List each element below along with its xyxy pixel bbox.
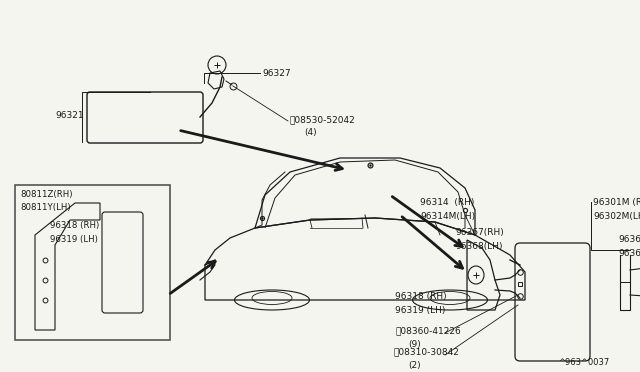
Text: 96318 (RH): 96318 (RH) <box>50 221 99 230</box>
Text: 96314M(LH): 96314M(LH) <box>420 212 475 221</box>
Text: 96366M(LH): 96366M(LH) <box>618 249 640 258</box>
Text: 96302M(LH): 96302M(LH) <box>593 212 640 221</box>
Text: (4): (4) <box>304 128 317 137</box>
Text: Ⓝ08530-52042: Ⓝ08530-52042 <box>290 115 356 124</box>
Text: 96327: 96327 <box>262 69 291 78</box>
Text: 96319 (LH): 96319 (LH) <box>395 306 445 315</box>
Text: 80811Y(LH): 80811Y(LH) <box>20 203 70 212</box>
Text: 96314  (RH): 96314 (RH) <box>420 198 474 207</box>
Text: 96301M (RH): 96301M (RH) <box>593 198 640 207</box>
Text: ^963^0037: ^963^0037 <box>558 358 609 367</box>
Bar <box>15 185 170 340</box>
Text: Ⓝ08310-30842: Ⓝ08310-30842 <box>393 347 459 356</box>
Text: 96365M(RH): 96365M(RH) <box>618 235 640 244</box>
Text: 96318 (RH): 96318 (RH) <box>395 292 447 301</box>
Text: (2): (2) <box>408 361 420 370</box>
Text: 96367(RH): 96367(RH) <box>455 228 504 237</box>
Text: (9): (9) <box>408 340 420 349</box>
Text: 96321: 96321 <box>55 110 84 119</box>
Text: Ⓝ08360-41226: Ⓝ08360-41226 <box>396 326 461 335</box>
Text: 96319 (LH): 96319 (LH) <box>50 235 98 244</box>
Text: 80811Z(RH): 80811Z(RH) <box>20 190 72 199</box>
Text: 96368(LH): 96368(LH) <box>455 242 502 251</box>
